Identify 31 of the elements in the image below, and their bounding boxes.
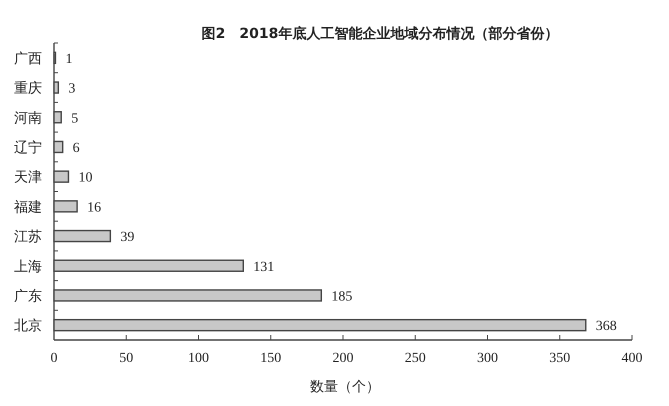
x-tick-label: 0: [50, 351, 58, 366]
x-tick-label: 50: [119, 351, 134, 366]
x-axis-title: 数量（个）: [310, 379, 380, 395]
data-label: 39: [120, 230, 134, 246]
y-tick-label: 天津: [14, 170, 42, 186]
data-label: 10: [78, 170, 92, 186]
x-tick-label: 150: [260, 351, 282, 366]
y-tick-label: 辽宁: [14, 140, 42, 156]
data-label: 185: [331, 289, 352, 304]
y-tick-label: 上海: [14, 258, 42, 275]
y-tick-label: 广西: [14, 50, 42, 67]
y-tick-label: 重庆: [14, 80, 42, 97]
data-label: 5: [71, 111, 78, 126]
y-tick-label: 河南: [14, 110, 42, 126]
data-label: 131: [253, 260, 274, 275]
data-label: 3: [68, 82, 76, 97]
y-tick-label: 北京: [14, 318, 42, 334]
data-label: 16: [87, 200, 102, 216]
x-tick-label: 200: [332, 351, 354, 366]
y-tick-label: 福建: [14, 199, 42, 216]
data-label: 6: [72, 140, 80, 156]
y-tick-label: 江苏: [14, 229, 42, 246]
x-tick-label: 350: [549, 351, 570, 366]
x-tick-label: 400: [622, 351, 642, 366]
data-label: 1: [65, 52, 72, 67]
chart-title: 图2 2018年底人工智能企业地域分布情况（部分省份）: [202, 25, 558, 42]
y-tick-label: 广东: [14, 288, 42, 304]
data-label: 368: [596, 319, 617, 334]
x-tick-label: 100: [188, 351, 209, 366]
x-tick-label: 300: [477, 351, 498, 366]
x-tick-label: 250: [404, 351, 426, 366]
